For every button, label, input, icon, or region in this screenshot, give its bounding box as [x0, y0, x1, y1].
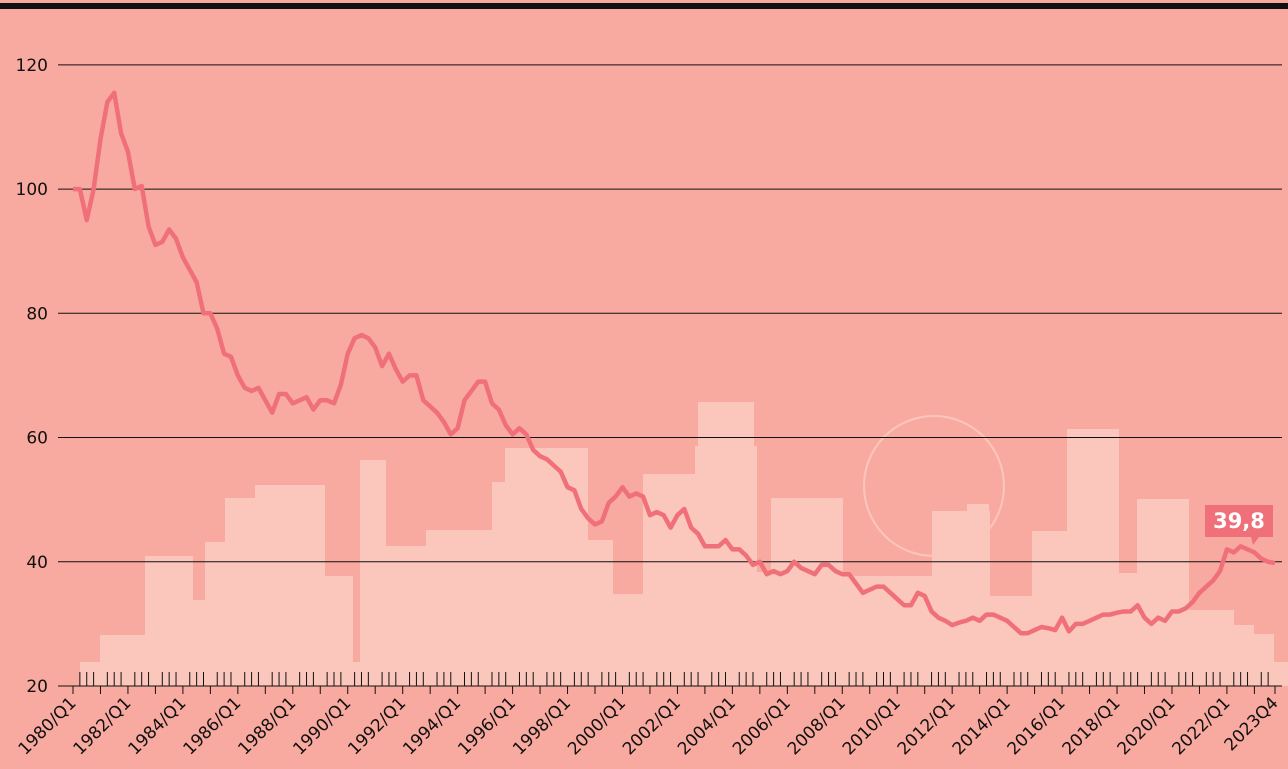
y-tick-label: 20: [26, 677, 48, 697]
y-tick-label: 60: [26, 429, 48, 449]
value-label-box: [1205, 505, 1273, 546]
top-bar: [0, 3, 1288, 9]
data-line: [73, 90, 1276, 636]
y-tick-label: 40: [26, 553, 48, 573]
y-tick-label: 120: [16, 56, 48, 76]
value-label: 39,8: [1213, 509, 1265, 533]
y-tick-label: 100: [16, 180, 48, 200]
y-tick-label: 80: [26, 304, 48, 324]
skyline: [80, 402, 1288, 686]
